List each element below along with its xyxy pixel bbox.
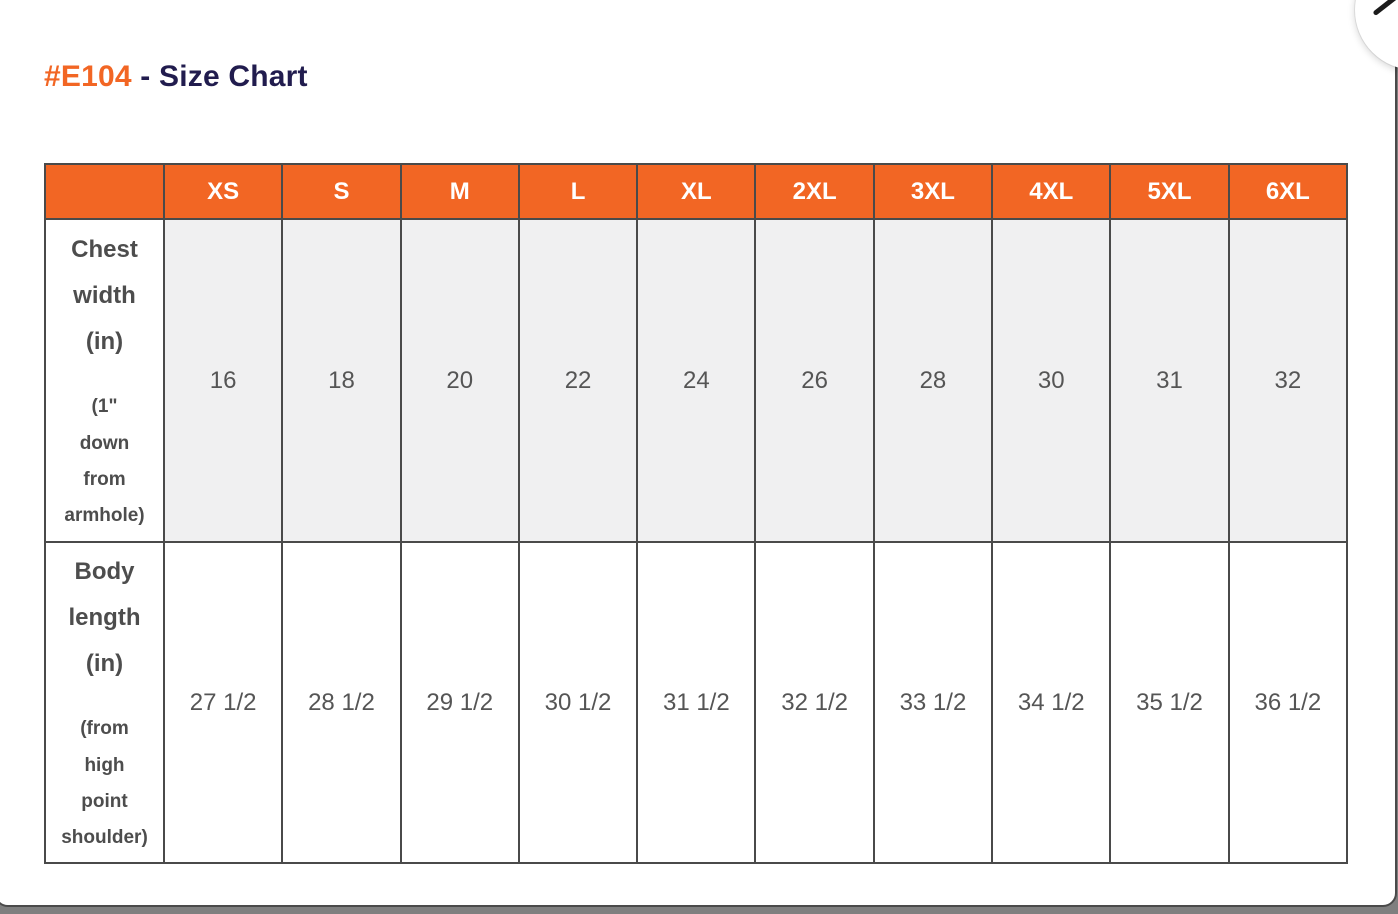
size-column-header-6xl: 6XL bbox=[1227, 163, 1349, 220]
table-row-chest-width: Chest width (in) (1" down from armhole) … bbox=[44, 218, 1349, 543]
corner-cell bbox=[44, 163, 165, 220]
row-label-chest-width: Chest width (in) (1" down from armhole) bbox=[44, 218, 165, 543]
body-length-2xl: 32 1/2 bbox=[754, 541, 875, 864]
chest-width-m: 20 bbox=[399, 218, 520, 543]
chest-width-s: 18 bbox=[281, 218, 402, 543]
body-length-xs: 27 1/2 bbox=[162, 541, 284, 864]
chest-width-6xl: 32 bbox=[1227, 218, 1349, 543]
row-label-chest-width-note: (1" down from armhole) bbox=[64, 396, 145, 526]
size-column-header-l: L bbox=[517, 163, 639, 220]
size-column-header-4xl: 4XL bbox=[991, 163, 1112, 220]
page-title: #E104 - Size Chart bbox=[44, 60, 308, 94]
size-column-header-2xl: 2XL bbox=[754, 163, 875, 220]
chest-width-xs: 16 bbox=[162, 218, 284, 543]
row-label-body-length-main: Body length (in) bbox=[68, 558, 141, 678]
chest-width-2xl: 26 bbox=[754, 218, 875, 543]
chest-width-4xl: 30 bbox=[991, 218, 1112, 543]
size-column-header-5xl: 5XL bbox=[1109, 163, 1230, 220]
body-length-xl: 31 1/2 bbox=[636, 541, 757, 864]
body-length-5xl: 35 1/2 bbox=[1109, 541, 1230, 864]
body-length-m: 29 1/2 bbox=[399, 541, 520, 864]
chest-width-3xl: 28 bbox=[872, 218, 994, 543]
body-length-3xl: 33 1/2 bbox=[872, 541, 994, 864]
size-column-header-3xl: 3XL bbox=[872, 163, 994, 220]
body-length-4xl: 34 1/2 bbox=[991, 541, 1112, 864]
table-row-body-length: Body length (in) (from high point should… bbox=[44, 541, 1349, 864]
size-column-header-xs: XS bbox=[162, 163, 284, 220]
row-label-body-length-note: (from high point shoulder) bbox=[61, 718, 148, 848]
size-column-header-m: M bbox=[399, 163, 520, 220]
size-chart-table: XS S M L XL 2XL 3XL 4XL 5XL 6XL Chest wi… bbox=[44, 163, 1349, 864]
row-label-chest-width-main: Chest width (in) bbox=[71, 236, 138, 356]
size-header-row: XS S M L XL 2XL 3XL 4XL 5XL 6XL bbox=[44, 163, 1349, 220]
chest-width-xl: 24 bbox=[636, 218, 757, 543]
size-column-header-s: S bbox=[281, 163, 402, 220]
chest-width-l: 22 bbox=[517, 218, 639, 543]
size-column-header-xl: XL bbox=[636, 163, 757, 220]
row-label-body-length: Body length (in) (from high point should… bbox=[44, 541, 165, 864]
body-length-l: 30 1/2 bbox=[517, 541, 639, 864]
body-length-6xl: 36 1/2 bbox=[1227, 541, 1349, 864]
product-code: #E104 bbox=[44, 60, 132, 93]
chest-width-5xl: 31 bbox=[1109, 218, 1230, 543]
body-length-s: 28 1/2 bbox=[281, 541, 402, 864]
page-title-text: - Size Chart bbox=[140, 60, 308, 93]
